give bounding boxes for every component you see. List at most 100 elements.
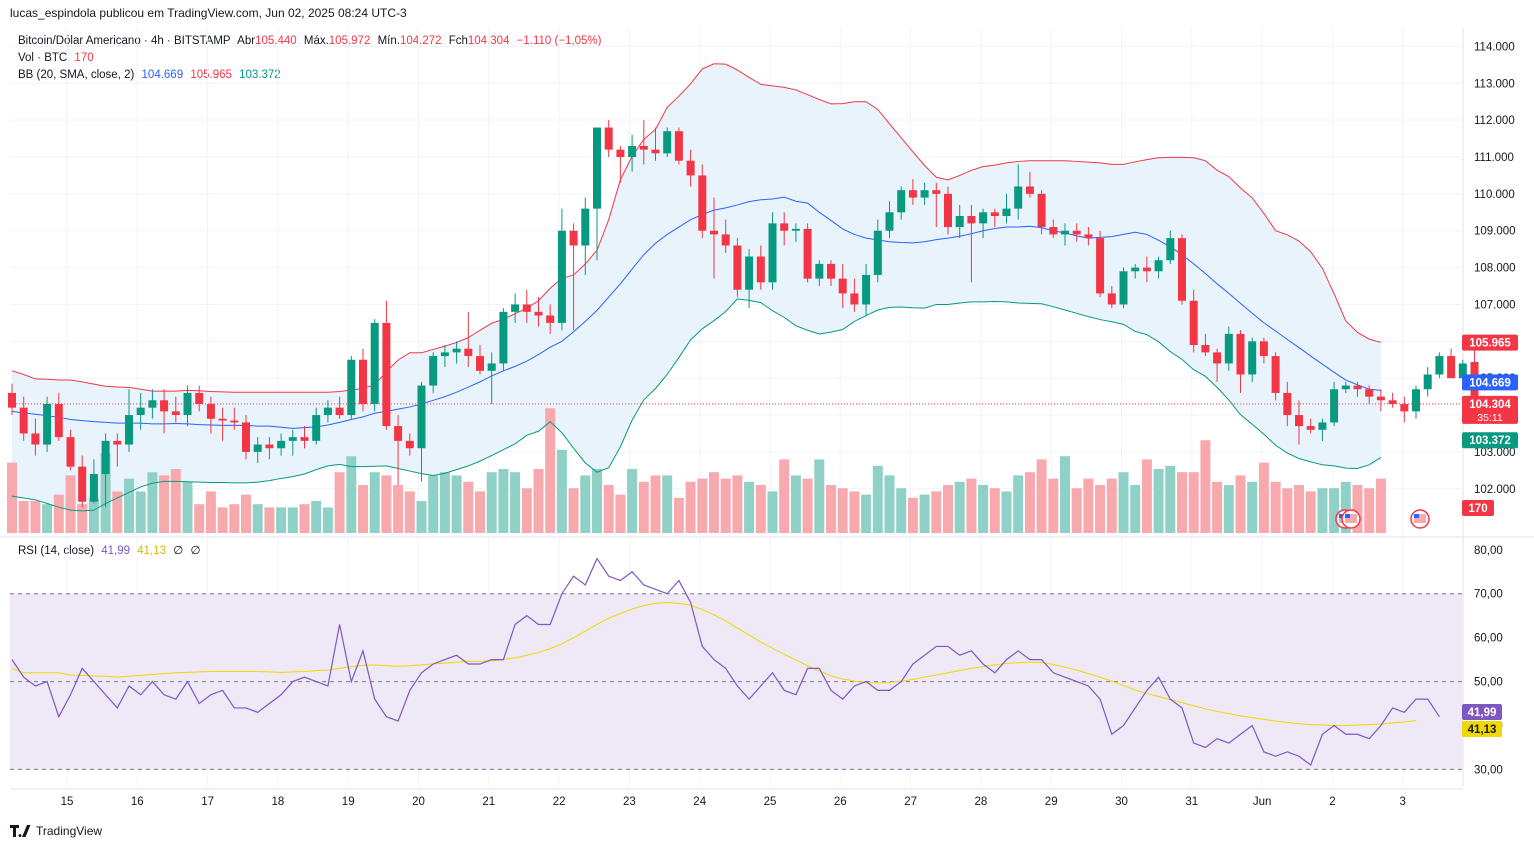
- candle: [54, 392, 63, 441]
- candle-body: [710, 230, 718, 235]
- volume-bar: [439, 472, 450, 533]
- time-tick-label: 18: [272, 796, 285, 808]
- candle-body: [429, 356, 438, 386]
- volume-bar: [1235, 475, 1246, 533]
- candle-body: [1271, 356, 1280, 393]
- candle-body: [288, 437, 297, 441]
- volume-bar: [872, 465, 883, 533]
- volume-bar: [7, 462, 17, 533]
- candle-body: [405, 440, 414, 449]
- candle: [312, 407, 321, 445]
- candle: [721, 219, 730, 253]
- candle-body: [218, 418, 227, 421]
- price-tick-label: 103.000: [1474, 447, 1516, 459]
- volume-bar: [322, 507, 333, 533]
- candle: [1049, 219, 1058, 239]
- candle: [1341, 381, 1350, 393]
- candle-body: [1049, 227, 1058, 235]
- candle: [815, 260, 824, 287]
- volume-legend: Vol · BTC 170: [18, 52, 98, 64]
- volume-bar: [229, 504, 240, 533]
- rsi-tick-label: 50,00: [1474, 677, 1503, 689]
- candle: [370, 319, 379, 412]
- volume-bar: [346, 456, 357, 533]
- rsi-axis-label: 41,13: [1468, 724, 1497, 736]
- volume-bar: [907, 497, 918, 533]
- price-tick-label: 102.000: [1474, 484, 1516, 496]
- volume-bar: [779, 459, 790, 533]
- volume-axis-label-bg: [1462, 500, 1494, 516]
- candle-body: [1365, 389, 1374, 397]
- candle-body: [89, 474, 98, 502]
- candle-body: [1201, 345, 1210, 353]
- candle: [1271, 352, 1280, 401]
- time-tick-label: 24: [693, 796, 706, 808]
- volume-bar: [1212, 481, 1223, 533]
- candle-body: [768, 223, 777, 283]
- candle-body: [1388, 400, 1397, 404]
- rsi-label[interactable]: RSI (14, close): [18, 545, 95, 557]
- candle: [1119, 267, 1128, 309]
- volume-bar: [685, 481, 696, 533]
- candle-body: [417, 385, 426, 449]
- candle: [1412, 385, 1420, 419]
- candle: [827, 260, 835, 287]
- candle-body: [557, 230, 566, 323]
- volume-bar: [451, 475, 462, 533]
- candle: [218, 407, 227, 441]
- time-tick-label: 17: [201, 796, 214, 808]
- candle-body: [19, 407, 28, 434]
- volume-label[interactable]: Vol · BTC: [18, 52, 68, 64]
- candle-body: [1353, 385, 1362, 390]
- volume-bar: [1282, 488, 1293, 533]
- candle: [897, 186, 906, 220]
- candle-body: [125, 415, 133, 445]
- open-label: Abr: [237, 35, 256, 47]
- candle-body: [476, 356, 484, 371]
- volume-bar: [931, 491, 942, 533]
- volume-bar: [416, 501, 427, 533]
- candle: [242, 415, 250, 460]
- candle: [698, 164, 707, 239]
- candle: [1037, 190, 1046, 235]
- volume-bar: [1118, 472, 1129, 533]
- candle-body: [920, 190, 929, 198]
- candle-body: [1400, 403, 1409, 412]
- bb-legend: BB (20, SMA, close, 2) 104.669 105.965 1…: [18, 69, 285, 81]
- candle: [1295, 400, 1303, 445]
- candle-body: [230, 420, 239, 423]
- volume-bar: [662, 475, 673, 533]
- candle: [908, 179, 917, 205]
- volume-bar: [65, 475, 76, 533]
- time-tick-label: 27: [904, 796, 917, 808]
- volume-bar: [510, 472, 521, 533]
- volume-bar: [1364, 488, 1375, 533]
- volume-bar: [592, 469, 602, 533]
- time-tick-label: 20: [412, 796, 425, 808]
- candle: [990, 208, 999, 228]
- economic-event-icon: [1410, 509, 1430, 529]
- volume-value: 170: [74, 52, 94, 64]
- volume-bar: [638, 481, 649, 533]
- footer-brand[interactable]: TradingView: [10, 824, 102, 838]
- candle: [1201, 333, 1210, 357]
- candle-body: [616, 149, 625, 158]
- candle: [768, 212, 777, 290]
- volume-bar: [498, 469, 509, 533]
- candle: [651, 127, 660, 161]
- rsi-tick-label: 60,00: [1474, 633, 1503, 645]
- volume-bar: [603, 485, 614, 533]
- candle-body: [604, 127, 613, 150]
- bb-label[interactable]: BB (20, SMA, close, 2): [18, 69, 135, 81]
- candle-body: [78, 466, 87, 502]
- volume-bar: [124, 478, 134, 533]
- candle: [979, 208, 988, 239]
- volume-bar: [264, 507, 275, 533]
- candle: [1259, 337, 1268, 364]
- time-tick-label: 30: [1115, 796, 1128, 808]
- symbol-title[interactable]: Bitcoin/Dólar Americano · 4h · BITSTAMP: [18, 35, 231, 47]
- candle-body: [101, 440, 110, 475]
- candle-body: [639, 145, 648, 150]
- candle-body: [160, 400, 169, 412]
